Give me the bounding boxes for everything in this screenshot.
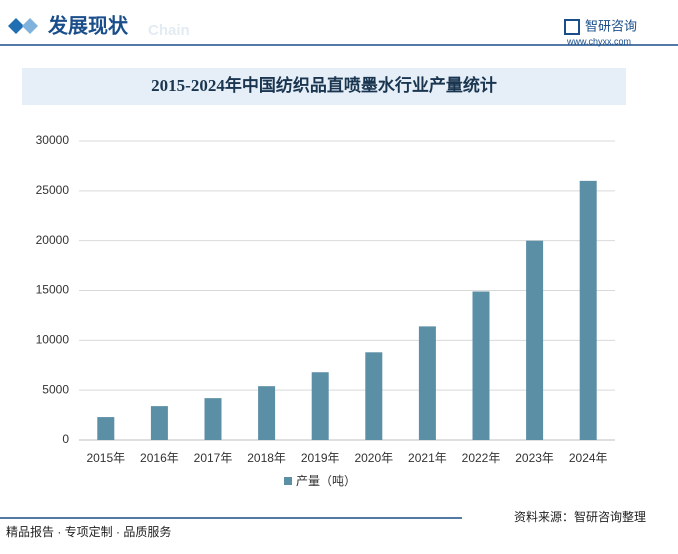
logo-name: 智研咨询 [585, 18, 637, 33]
y-tick-label: 25000 [36, 183, 70, 197]
y-tick-label: 5000 [42, 382, 69, 396]
bar [311, 372, 329, 440]
logo-url: www.chyxx.com [566, 36, 631, 46]
logo-icon [564, 19, 580, 35]
chart-title: 2015-2024年中国纺织品直喷墨水行业产量统计 [151, 75, 497, 95]
y-tick-label: 20000 [36, 233, 70, 247]
bar [97, 417, 115, 440]
bar [204, 398, 222, 440]
bar [365, 352, 383, 440]
header-icon [8, 18, 24, 34]
bar [526, 240, 544, 440]
x-tick-label: 2022年 [462, 451, 501, 465]
title-box [22, 68, 626, 105]
x-tick-label: 2017年 [194, 451, 233, 465]
x-tick-label: 2024年 [569, 451, 608, 465]
x-tick-label: 2020年 [354, 451, 393, 465]
legend-swatch [284, 477, 292, 485]
bar [472, 291, 490, 440]
x-tick-label: 2016年 [140, 451, 179, 465]
x-tick-label: 2023年 [515, 451, 554, 465]
bar [579, 180, 597, 440]
x-tick-label: 2021年 [408, 451, 447, 465]
bar [418, 326, 436, 440]
y-tick-label: 0 [62, 432, 69, 446]
header-icon [22, 18, 38, 34]
header-title: 发展现状 [47, 13, 129, 37]
x-tick-label: 2015年 [86, 451, 125, 465]
legend-label: 产量（吨） [296, 474, 356, 488]
bar [150, 406, 168, 440]
header-subtitle: Chain [148, 22, 190, 39]
y-tick-label: 10000 [36, 333, 70, 347]
footer-source: 资料来源：智研咨询整理 [514, 509, 646, 524]
x-tick-label: 2018年 [247, 451, 286, 465]
x-tick-label: 2019年 [301, 451, 340, 465]
y-tick-label: 30000 [36, 133, 70, 147]
y-tick-label: 15000 [36, 283, 70, 297]
footer-slogan: 精品报告 · 专项定制 · 品质服务 [6, 524, 171, 539]
bar [258, 386, 276, 440]
